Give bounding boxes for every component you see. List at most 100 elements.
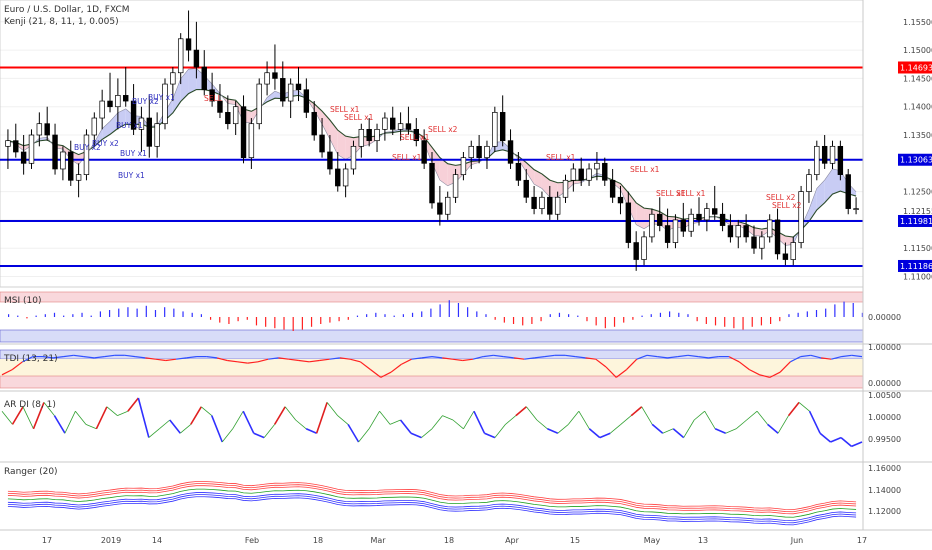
candle-body <box>170 72 176 85</box>
ardi-segment <box>851 441 863 448</box>
ardi-segment <box>756 410 768 425</box>
candle-body <box>452 174 459 198</box>
tdi-segment <box>349 358 361 363</box>
trade-signal-label: SELL x2 <box>428 125 458 134</box>
tdi-segment <box>247 361 259 364</box>
candle-body <box>185 38 192 51</box>
candle-body <box>782 253 789 260</box>
ranger-panel[interactable] <box>0 481 932 531</box>
ardi-axis-1: 1.00500 <box>868 391 901 400</box>
candle-body <box>421 140 427 164</box>
time-tick-label: May <box>644 536 661 545</box>
ardi-segment <box>463 410 475 430</box>
price-tick-label: 1.11000 <box>903 273 932 282</box>
msi-panel[interactable] <box>0 291 932 345</box>
candle-body <box>60 151 66 170</box>
candle-body <box>735 225 741 238</box>
tdi-segment <box>370 369 382 378</box>
time-tick-label: Mar <box>370 536 386 545</box>
candle-body <box>295 83 302 91</box>
ardi-axis-3: 0.99500 <box>868 435 901 444</box>
candle-body <box>107 100 113 108</box>
candle-body <box>602 162 608 181</box>
tdi-axis-bottom: 0.00000 <box>868 379 901 388</box>
candle-body <box>99 100 105 119</box>
ardi-segment <box>106 406 118 416</box>
candle-body <box>625 202 632 243</box>
time-axis[interactable]: 17 2019 14 Feb 18 Mar 18 Apr 15 May 13 Jun 17 <box>42 536 867 545</box>
ardi-segment <box>777 415 789 434</box>
kenji-cloud-segment <box>636 202 645 229</box>
kenji-cloud-segment <box>534 169 542 189</box>
time-tick-label: 15 <box>570 536 580 545</box>
candle-body <box>657 213 663 226</box>
tdi-panel[interactable] <box>0 349 932 392</box>
candle-body <box>476 145 482 159</box>
trade-signal-label: SELL x1 <box>344 113 374 122</box>
candle-body <box>586 168 592 181</box>
candle-body <box>609 179 616 198</box>
tdi-segment <box>257 358 269 363</box>
ardi-segment <box>599 432 611 439</box>
ardi-segment <box>337 415 349 425</box>
candle-body <box>774 219 781 255</box>
ardi-segment <box>253 432 265 439</box>
tdi-segment <box>390 363 402 373</box>
tdi-segment <box>431 356 443 359</box>
candle-body <box>743 225 749 238</box>
price-tick-label: 1.15000 <box>903 46 932 55</box>
tdi-segment <box>565 354 576 358</box>
candle-body <box>256 83 262 125</box>
tdi-segment <box>769 371 781 378</box>
kenji-cloud-segment <box>117 108 126 129</box>
ardi-segment <box>1 410 13 425</box>
ardi-segment <box>840 436 853 448</box>
ardi-segment <box>746 410 758 421</box>
ardi-segment <box>85 424 97 430</box>
ranger-band-line <box>7 483 857 513</box>
tdi-segment <box>524 357 535 360</box>
tdi-segment <box>380 371 392 378</box>
candle-body <box>437 202 443 215</box>
candle-body <box>201 66 207 91</box>
time-tick-label: 18 <box>444 536 454 545</box>
tdi-segment <box>595 358 607 368</box>
price-tick-label: 1.13500 <box>903 131 932 140</box>
candle-body <box>845 174 851 209</box>
tdi-axis-top: 1.00000 <box>868 343 901 352</box>
candle-body <box>5 140 11 147</box>
candle-body <box>217 100 223 113</box>
price-tick-label: 1.12500 <box>903 188 932 197</box>
trade-signal-label: SELL x2 <box>766 193 796 202</box>
candle-body <box>484 145 490 159</box>
candle-body <box>523 179 529 198</box>
tdi-segment <box>319 358 330 362</box>
candle-body <box>806 174 812 192</box>
ardi-segment <box>137 397 150 438</box>
candle-body <box>75 174 82 181</box>
tdi-segment <box>268 357 279 360</box>
level-price-tag <box>898 153 932 166</box>
ardi-segment <box>148 428 160 438</box>
ardi-panel[interactable] <box>0 397 932 463</box>
candle-body <box>766 219 773 238</box>
level-price-label: 1.14693 <box>900 63 932 72</box>
tdi-segment <box>339 357 351 360</box>
candle-body <box>177 38 184 74</box>
candle-body <box>327 151 333 170</box>
candle-body <box>13 140 19 153</box>
candle-body <box>240 106 247 158</box>
candle-body <box>397 123 404 130</box>
tdi-segment <box>708 356 719 359</box>
tdi-segment <box>605 366 617 378</box>
tdi-segment <box>687 354 699 358</box>
candle-body <box>499 112 506 142</box>
ardi-segment <box>484 432 496 439</box>
tdi-segment <box>728 356 740 363</box>
indicator-title: Kenji (21, 8, 11, 1, 0.005) <box>4 17 119 27</box>
tdi-segment <box>831 356 842 360</box>
tdi-segment <box>53 356 64 359</box>
ardi-segment <box>704 410 716 430</box>
